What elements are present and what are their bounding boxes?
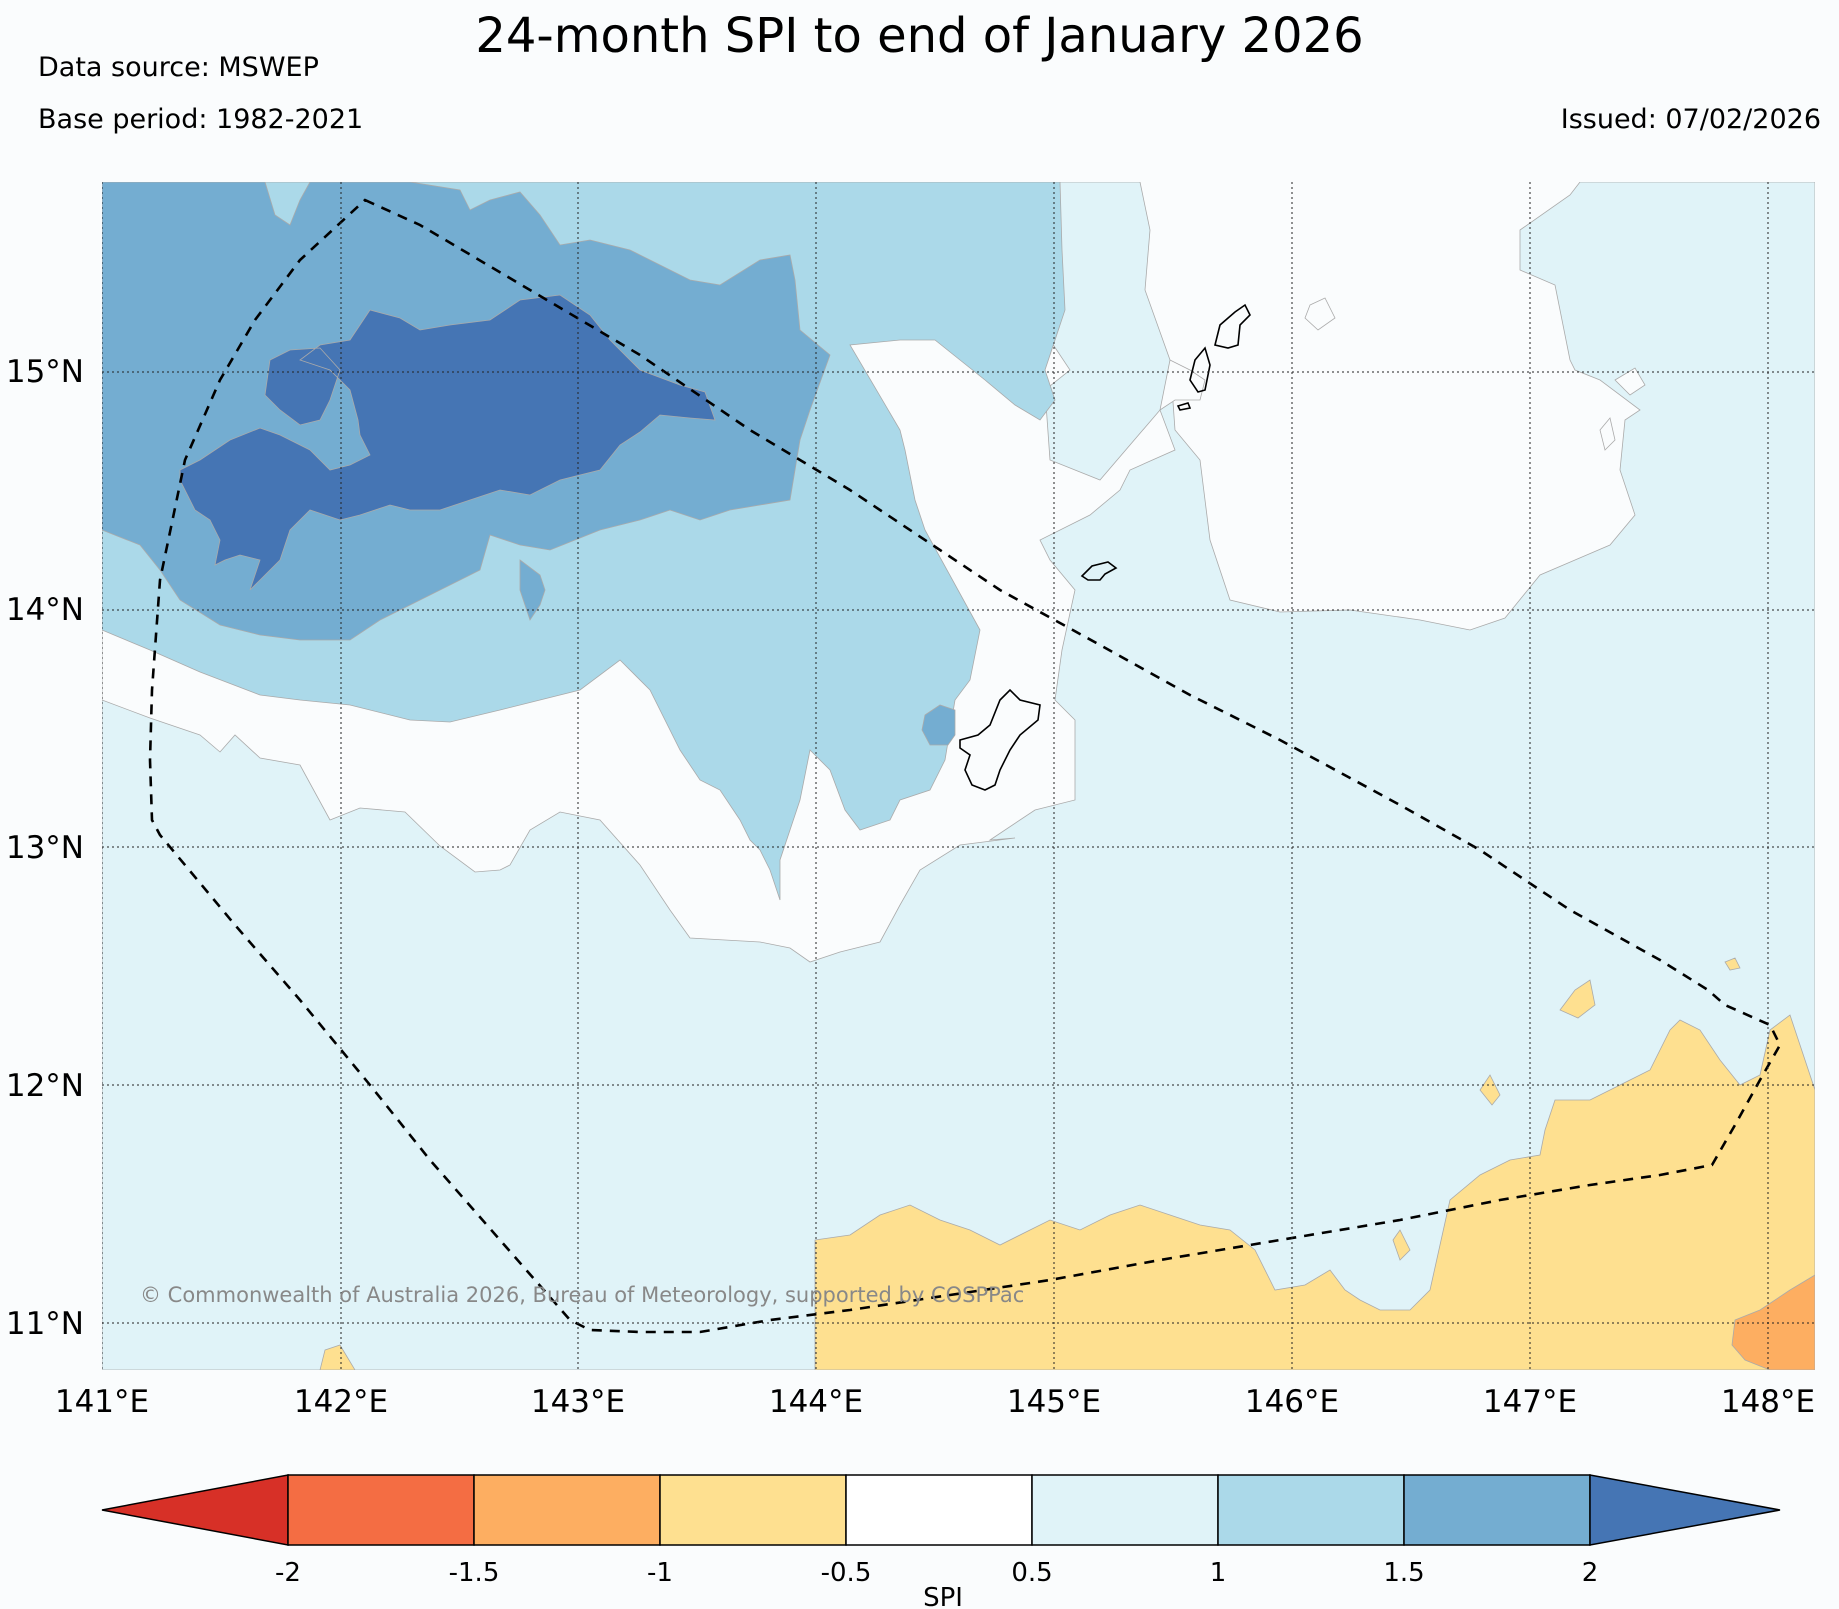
- spi-contour-minus1-minus0.5: [319, 957, 1815, 1370]
- lon-label-147e: 147°E: [1483, 1384, 1577, 1420]
- colorbar-bin-5: [1217, 1474, 1405, 1546]
- colorbar-bin-0: [287, 1474, 475, 1546]
- lon-label-144e: 144°E: [769, 1384, 863, 1420]
- spi-contour-above-2: [179, 294, 716, 591]
- colorbar-bin-3: [845, 1474, 1033, 1546]
- colorbar-tick-label: -2: [275, 1558, 301, 1588]
- lat-label-12n: 12°N: [6, 1068, 84, 1104]
- colorbar-extend-low: [101, 1474, 289, 1546]
- colorbar-tick-label: 0.5: [1011, 1558, 1052, 1588]
- lon-label-143e: 143°E: [531, 1384, 625, 1420]
- spi-contour-1.5-2-patch: [921, 704, 956, 746]
- lon-label-142e: 142°E: [294, 1384, 388, 1420]
- colorbar-tick-label: -1: [647, 1558, 673, 1588]
- lon-label-145e: 145°E: [1007, 1384, 1101, 1420]
- island-saipan: [1214, 303, 1251, 349]
- colorbar-tick-label: 2: [1582, 1558, 1599, 1588]
- map-panel: © Commonwealth of Australia 2026, Bureau…: [102, 182, 1815, 1370]
- data-source-label: Data source: MSWEP: [38, 52, 319, 83]
- spi-contour-white-pocket: [1159, 297, 1646, 451]
- island-rota: [1080, 561, 1118, 581]
- island-coastlines: [959, 303, 1251, 791]
- lon-label-148e: 148°E: [1721, 1384, 1815, 1420]
- graticule: [102, 182, 1815, 1370]
- colorbar-bin-4: [1031, 1474, 1219, 1546]
- island-aguijan: [1176, 402, 1192, 411]
- lat-label-13n: 13°N: [6, 830, 84, 866]
- island-tinian: [1189, 346, 1211, 393]
- colorbar-tick-label: -1.5: [449, 1558, 500, 1588]
- colorbar: -2 -1.5 -1 -0.5 0.5 1 1.5 2: [101, 1474, 1781, 1588]
- colorbar-label: SPI: [923, 1583, 963, 1609]
- island-guam: [959, 688, 1041, 791]
- eez-boundary: [148, 198, 1782, 1334]
- colorbar-tick-label: -0.5: [821, 1558, 872, 1588]
- issued-date-label: Issued: 07/02/2026: [1560, 104, 1821, 135]
- colorbar-tick-label: 1: [1210, 1558, 1227, 1588]
- lon-label-141e: 141°E: [55, 1384, 149, 1420]
- copyright-notice: © Commonwealth of Australia 2026, Bureau…: [140, 1283, 1024, 1307]
- lat-label-15n: 15°N: [6, 354, 84, 390]
- longitude-labels: 141°E 142°E 143°E 144°E 145°E 146°E 147°…: [55, 1384, 1815, 1420]
- colorbar-bin-1: [473, 1474, 661, 1546]
- lat-label-14n: 14°N: [6, 592, 84, 628]
- spi-contour-0.5-1: [102, 182, 1815, 1370]
- base-period-label: Base period: 1982-2021: [38, 104, 364, 135]
- colorbar-tick-label: 1.5: [1383, 1558, 1424, 1588]
- colorbar-bin-6: [1403, 1474, 1591, 1546]
- latitude-labels: 15°N 14°N 13°N 12°N 11°N: [6, 354, 84, 1342]
- colorbar-bin-2: [659, 1474, 847, 1546]
- lon-label-146e: 146°E: [1245, 1384, 1339, 1420]
- lat-label-11n: 11°N: [6, 1306, 84, 1342]
- map-title: 24-month SPI to end of January 2026: [475, 8, 1364, 64]
- colorbar-extend-high: [1589, 1474, 1781, 1546]
